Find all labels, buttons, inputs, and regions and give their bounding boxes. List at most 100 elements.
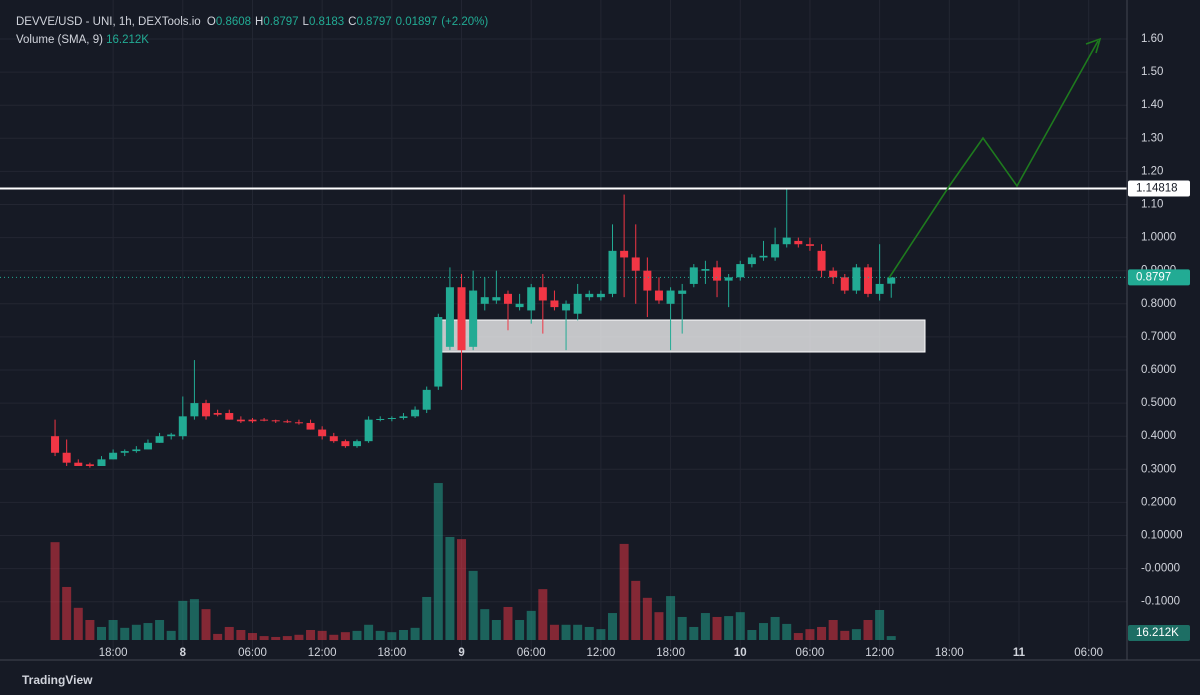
volume-bar xyxy=(584,626,594,640)
o-label: O xyxy=(206,16,216,28)
volume-bar xyxy=(329,634,339,640)
volume-bar xyxy=(515,620,525,640)
y-tick-label: 1.40 xyxy=(1141,99,1163,111)
axes: 18:00 8 06:00 12:00 18:00 9 06:00 12:00 18:00 10 0… xyxy=(99,33,1190,659)
volume-bar xyxy=(712,616,722,640)
candle-body xyxy=(132,449,141,452)
candle-body xyxy=(573,293,582,314)
candle-body xyxy=(747,257,756,265)
candle-body xyxy=(213,413,222,415)
volume-bar xyxy=(282,636,292,640)
candle-body xyxy=(643,270,652,291)
candle-body xyxy=(51,436,60,453)
level-label: 1.14818 xyxy=(1136,183,1178,195)
candle-body xyxy=(167,434,176,437)
h-value: 0.8797 xyxy=(263,16,299,28)
candle-body xyxy=(689,267,698,284)
change: 0.01897 xyxy=(395,16,438,28)
x-tick-label: 06:00 xyxy=(238,647,267,659)
candle-body xyxy=(724,277,733,281)
candle-body xyxy=(527,287,536,311)
volume-bar xyxy=(340,632,350,640)
candle-body xyxy=(422,389,431,410)
x-tick-label: 18:00 xyxy=(99,647,128,659)
volume-bar xyxy=(782,623,792,640)
candle-body xyxy=(817,250,826,271)
h-label: H xyxy=(255,16,264,28)
candle-body xyxy=(178,416,187,437)
volume-bar xyxy=(178,600,188,640)
projection-arrow xyxy=(888,40,1099,279)
volume-bar xyxy=(503,606,513,640)
candle-body xyxy=(480,297,489,304)
candle-body xyxy=(538,287,547,301)
candle-body xyxy=(445,287,454,347)
volume-bar xyxy=(317,630,327,640)
x-tick-label: 11 xyxy=(1013,647,1026,659)
volume-bar xyxy=(538,589,548,640)
candle-body xyxy=(329,436,338,442)
candle-body xyxy=(434,317,443,387)
volume-bar xyxy=(189,599,199,640)
candle-body xyxy=(829,270,838,278)
volume-bar xyxy=(422,596,432,640)
x-tick-label: 12:00 xyxy=(308,647,337,659)
candle-body xyxy=(875,283,884,294)
volume-bar xyxy=(817,626,827,640)
volume-bar xyxy=(433,483,443,640)
candle-body xyxy=(840,277,849,291)
l-value: 0.8183 xyxy=(308,16,345,28)
volume-bar xyxy=(236,630,246,640)
candle-body xyxy=(654,290,663,301)
y-tick-label: 0.4000 xyxy=(1141,430,1176,442)
x-tick-label: 18:00 xyxy=(377,647,406,659)
candle-body xyxy=(283,421,292,423)
candle-body xyxy=(550,300,559,308)
volume-bar xyxy=(213,633,223,640)
candle-body xyxy=(713,267,722,281)
x-tick-label: 18:00 xyxy=(656,647,685,659)
candle-body xyxy=(155,436,164,443)
legend-row: DEVVE/USD - UNI, 1h, DEXTools.io O0.8608… xyxy=(16,13,492,31)
candle-body xyxy=(399,416,408,418)
volume-bar xyxy=(596,629,606,640)
volume-bar xyxy=(747,630,757,640)
x-tick-label: 9 xyxy=(458,647,464,659)
volume-sma: 16.212K xyxy=(106,34,149,46)
candle-body xyxy=(306,422,315,430)
candle-body xyxy=(503,293,512,304)
c-label: C xyxy=(348,16,357,28)
x-tick-label: 12:00 xyxy=(587,647,616,659)
marks xyxy=(0,187,1127,640)
candle-body xyxy=(202,403,211,417)
volume-sma-label: 16.212K xyxy=(1136,627,1179,639)
o-value: 0.8608 xyxy=(215,16,252,28)
x-tick-label: 06:00 xyxy=(1074,647,1103,659)
candle-body xyxy=(271,420,280,422)
zone-rect xyxy=(440,319,926,353)
candle-body xyxy=(585,293,594,298)
candle-body xyxy=(608,250,617,294)
candle-body xyxy=(143,442,152,450)
y-tick-label: 0.10000 xyxy=(1141,530,1183,542)
volume-bar xyxy=(549,624,559,640)
symbol: DEVVE/USD - UNI, 1h, DEXTools.io xyxy=(16,16,201,28)
volume-bar xyxy=(468,570,478,640)
candle-body xyxy=(782,237,791,245)
volume-bar xyxy=(619,543,629,640)
x-tick-label: 12:00 xyxy=(865,647,894,659)
volume-bar xyxy=(375,630,385,640)
candle-body xyxy=(515,303,524,308)
volume-bar xyxy=(131,624,141,640)
candle-body xyxy=(364,419,373,442)
y-tick-label: 0.5000 xyxy=(1141,397,1176,409)
volume-bar xyxy=(689,626,699,640)
candle-body xyxy=(411,409,420,417)
candle-body xyxy=(864,267,873,294)
volume-bar xyxy=(700,613,710,640)
candle-body xyxy=(109,452,118,460)
level-label-bg xyxy=(1128,180,1190,197)
x-tick-label: 10 xyxy=(734,647,747,659)
y-tick-label: 1.50 xyxy=(1141,66,1163,78)
